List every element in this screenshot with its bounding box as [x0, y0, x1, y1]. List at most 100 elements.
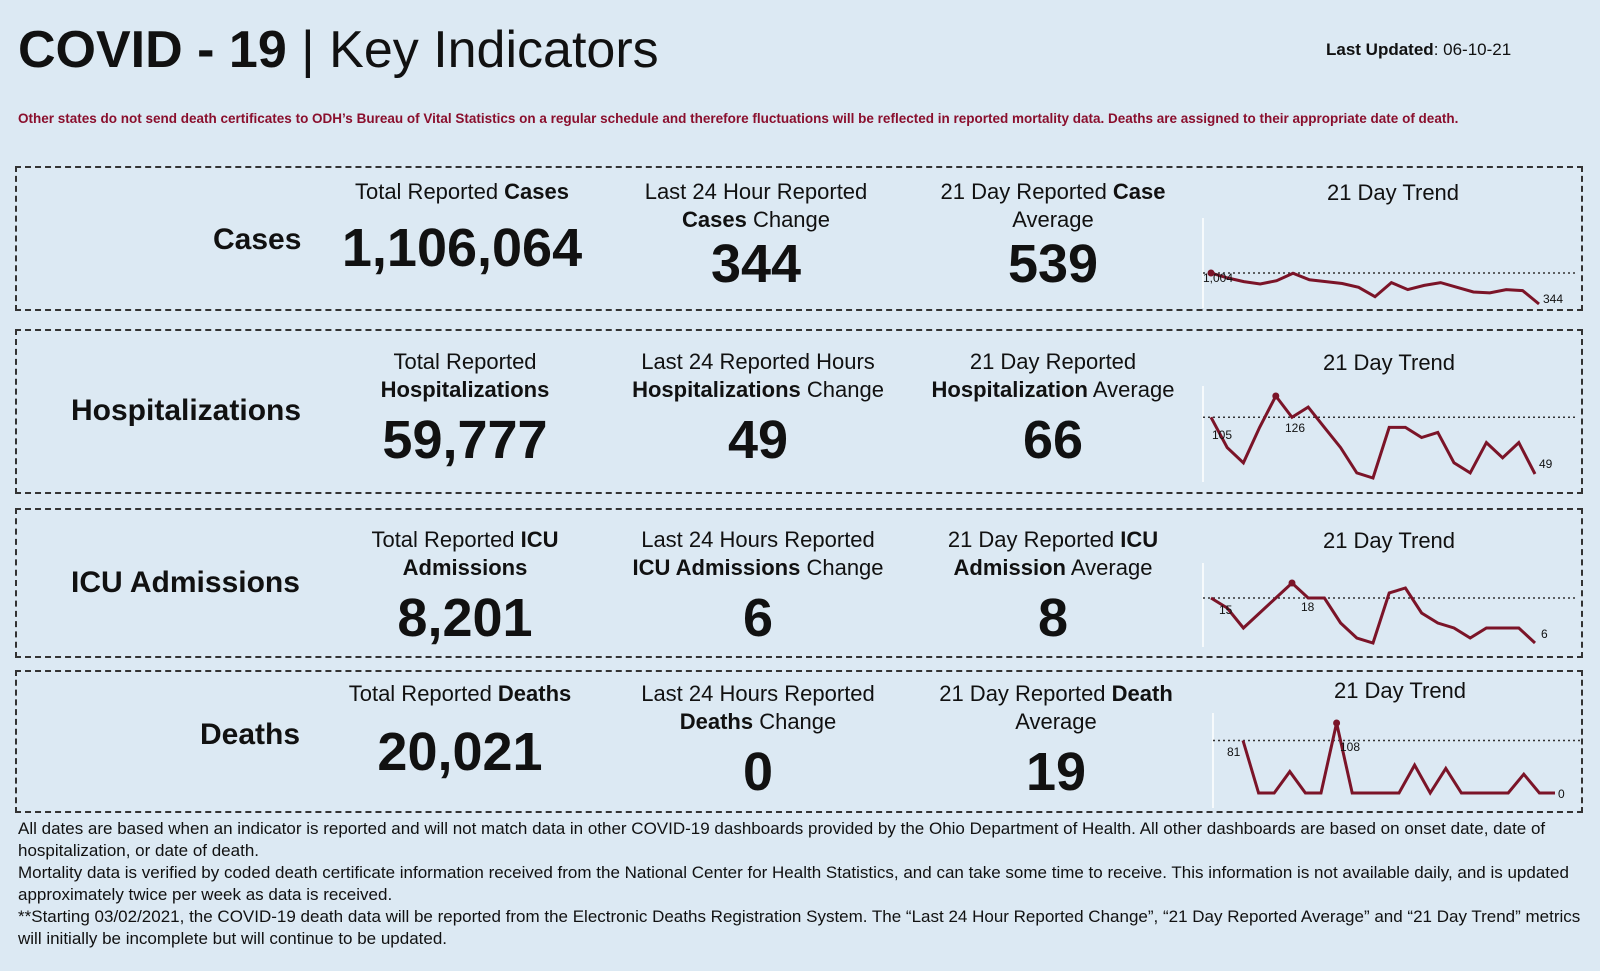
deaths-average-header-line1: 21 Day Reported Death: [896, 680, 1216, 708]
deaths-row-label: Deaths: [200, 718, 301, 751]
hospitalizations-panel: [15, 329, 1583, 494]
cases-row-label: Cases: [213, 223, 302, 256]
deaths-average-value: 19: [1025, 742, 1087, 802]
hospitalizations-change-metric: Last 24 Reported Hours Hospitalizations …: [598, 348, 918, 470]
title-separator: |: [286, 21, 330, 79]
icu-change-value: 6: [742, 588, 774, 648]
cases-change-header-line1: Last 24 Hour Reported: [644, 179, 868, 204]
footer-notes: All dates are based when an indicator is…: [18, 818, 1593, 950]
icu-admissions-row-label: ICU Admissions: [71, 566, 300, 599]
icu-trend-last-label: 6: [1541, 627, 1548, 641]
icu-change-header-post: Change: [800, 555, 884, 580]
deaths-trend-last-label: 0: [1558, 787, 1565, 801]
icu-trend-peak-point: [1288, 579, 1296, 587]
deaths-total-metric: Total Reported Deaths 20,021: [310, 680, 610, 782]
hospitalizations-sparkline-svg: 105 126 49: [1202, 386, 1575, 482]
deaths-total-header-pre: Total Reported: [348, 681, 498, 706]
cases-trend-first-label: 1,004: [1203, 271, 1233, 285]
deaths-change-header-post: Change: [753, 709, 837, 734]
deaths-change-header-line2: Deaths Change: [598, 708, 918, 736]
icu-change-header-bold: ICU Admissions: [632, 555, 801, 580]
icu-average-header-line1: 21 Day Reported ICU: [893, 526, 1213, 554]
cases-trend-first-point: [1207, 269, 1215, 277]
cases-sparkline-svg: 1,004 344: [1202, 218, 1575, 308]
cases-change-value: 344: [710, 234, 802, 294]
icu-total-metric: Total Reported ICU Admissions 8,201: [315, 526, 615, 648]
icu-change-header-line2: ICU Admissions Change: [598, 554, 918, 582]
hospitalizations-total-header-bold: Hospitalizations: [380, 377, 550, 402]
cases-average-header-line1: 21 Day Reported Case: [903, 178, 1203, 206]
icu-sparkline-svg: 15 18 6: [1202, 563, 1575, 647]
hospitalizations-average-header-line2: Hospitalization Average: [893, 376, 1213, 404]
cases-trend-last-label: 344: [1543, 292, 1563, 306]
deaths-trend-chart: 81 108 0: [1212, 713, 1583, 808]
cases-total-header-bold: Cases: [504, 179, 570, 204]
hospitalizations-total-metric: Total Reported Hospitalizations 59,777: [315, 348, 615, 470]
deaths-change-header-bold: Deaths: [679, 709, 754, 734]
icu-trend-first-label: 15: [1219, 603, 1233, 617]
cases-trend-title: 21 Day Trend: [1326, 180, 1460, 205]
cases-trend-line: [1210, 271, 1540, 306]
icu-total-header-line2: Admissions: [315, 554, 615, 582]
hospitalizations-trend-line: [1209, 393, 1537, 480]
deaths-sparkline-svg: 81 108 0: [1212, 713, 1583, 808]
icu-total-header-pre: Total Reported: [371, 527, 521, 552]
deaths-trend-title: 21 Day Trend: [1333, 678, 1467, 703]
cases-change-header-post: Change: [746, 207, 831, 232]
cases-total-value: 1,106,064: [341, 218, 583, 278]
icu-total-value: 8,201: [397, 588, 533, 648]
cases-average-header-pre: 21 Day Reported: [940, 179, 1113, 204]
deaths-average-metric: 21 Day Reported Death Average 19: [896, 680, 1216, 802]
hospitalizations-change-header-post: Change: [800, 377, 884, 402]
deaths-average-header-line2: Average: [1015, 709, 1097, 734]
hospitalizations-total-header-line1: Total Reported: [393, 349, 537, 374]
footer-note-1: All dates are based when an indicator is…: [18, 819, 1546, 860]
icu-trend-chart: 15 18 6: [1202, 563, 1575, 647]
deaths-change-value: 0: [742, 742, 774, 802]
icu-change-header-line1: Last 24 Hours Reported: [641, 527, 875, 552]
deaths-average-header-pre: 21 Day Reported: [939, 681, 1112, 706]
cases-trend-chart: 1,004 344: [1202, 218, 1575, 308]
deaths-trend-first-label: 81: [1227, 745, 1241, 759]
title-bold: COVID - 19: [18, 21, 287, 79]
deaths-average-header-bold: Death: [1111, 681, 1173, 706]
deaths-panel: [15, 670, 1583, 813]
cases-average-value: 539: [1007, 234, 1099, 294]
cases-change-header-line2: Cases Change: [606, 206, 906, 234]
icu-average-header-bold1: ICU: [1120, 527, 1159, 552]
icu-trend-title: 21 Day Trend: [1322, 528, 1456, 553]
death-data-notice: Other states do not send death certifica…: [18, 111, 1459, 126]
icu-admissions-panel: [15, 508, 1583, 658]
cases-average-header-line2: Average: [1012, 207, 1094, 232]
hospitalizations-change-header-bold: Hospitalizations: [632, 377, 801, 402]
last-updated: Last Updated: 06-10-21: [1326, 40, 1511, 60]
deaths-trend-line: [1241, 722, 1555, 796]
icu-total-header-bold1: ICU: [520, 527, 559, 552]
deaths-total-value: 20,021: [377, 722, 543, 782]
hospitalizations-trend-first-label: 105: [1212, 428, 1232, 442]
hospitalizations-total-value: 59,777: [382, 410, 548, 470]
deaths-trend-peak-point: [1333, 719, 1341, 727]
hospitalizations-change-value: 49: [727, 410, 789, 470]
cases-average-header-bold: Case: [1112, 179, 1166, 204]
icu-trend-line: [1210, 580, 1537, 645]
deaths-total-header-bold: Deaths: [497, 681, 572, 706]
title-rest: Key Indicators: [329, 21, 659, 79]
hospitalizations-trend-chart: 105 126 49: [1202, 386, 1575, 482]
hospitalizations-average-metric: 21 Day Reported Hospitalization Average …: [893, 348, 1213, 470]
cases-panel: [15, 166, 1583, 311]
footer-note-2: Mortality data is verified by coded deat…: [18, 863, 1569, 904]
icu-average-header-bold2: Admission: [953, 555, 1066, 580]
icu-trend-peak-label: 18: [1301, 600, 1315, 614]
hospitalizations-trend-last-label: 49: [1539, 457, 1553, 471]
hospitalizations-trend-peak-point: [1272, 392, 1280, 400]
hospitalizations-total-header-line2: Hospitalizations: [315, 376, 615, 404]
last-updated-value: : 06-10-21: [1433, 40, 1512, 59]
icu-average-header-line2: Admission Average: [893, 554, 1213, 582]
footer-note-3: **Starting 03/02/2021, the COVID-19 deat…: [18, 907, 1581, 948]
icu-total-header-bold2: Admissions: [402, 555, 528, 580]
hospitalizations-average-header-post: Average: [1088, 377, 1175, 402]
icu-average-metric: 21 Day Reported ICU Admission Average 8: [893, 526, 1213, 648]
hospitalizations-change-header-line2: Hospitalizations Change: [598, 376, 918, 404]
cases-total-header: Total Reported Cases: [312, 178, 612, 206]
